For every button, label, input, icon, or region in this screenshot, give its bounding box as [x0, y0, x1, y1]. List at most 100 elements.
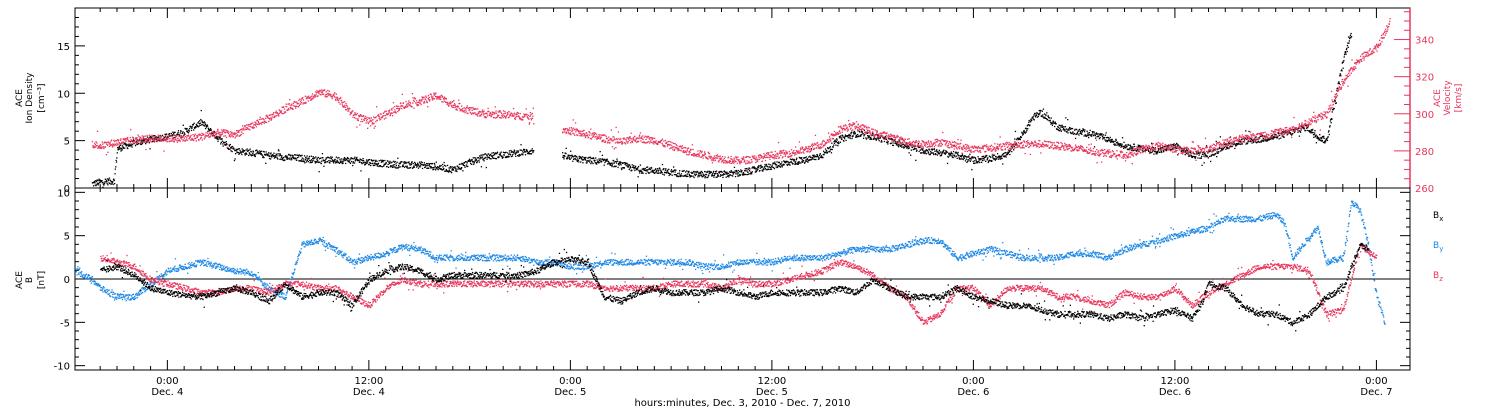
- velocity-series-point: [196, 136, 199, 139]
- velocity-series-point: [430, 93, 432, 95]
- density-series-point: [1246, 143, 1249, 145]
- density-series-point: [685, 174, 687, 176]
- velocity-series-point: [163, 150, 165, 152]
- density-series-point: [756, 167, 758, 170]
- velocity-series-point: [260, 118, 262, 120]
- density-series-point: [1341, 70, 1343, 72]
- density-series-point: [250, 155, 253, 157]
- density-series-point: [517, 151, 519, 153]
- density-series-point: [340, 161, 342, 164]
- density-series-point: [834, 139, 836, 141]
- density-series-point: [290, 155, 292, 157]
- density-series-point: [193, 127, 196, 129]
- density-series-point: [1106, 141, 1108, 143]
- density-series-point: [1026, 125, 1028, 127]
- density-series-point: [295, 154, 297, 156]
- density-series-point: [1028, 119, 1030, 122]
- density-series-point: [575, 158, 577, 161]
- density-series-point: [1138, 150, 1140, 152]
- density-series-point: [757, 166, 759, 168]
- density-series-point: [774, 163, 777, 165]
- density-series-point: [368, 163, 370, 166]
- density-series-point: [690, 171, 692, 174]
- density-series-point: [667, 172, 670, 174]
- density-series-point: [228, 144, 230, 146]
- density-series-point: [563, 154, 566, 157]
- density-series-point: [327, 156, 330, 159]
- density-series-point: [233, 148, 235, 150]
- velocity-series-point: [103, 147, 105, 150]
- density-series-point: [626, 164, 628, 166]
- density-series-point: [773, 162, 775, 165]
- velocity-series-point: [482, 112, 484, 114]
- velocity-series-point: [120, 138, 122, 140]
- density-series-point: [380, 161, 383, 163]
- density-series-point: [962, 155, 964, 157]
- density-series-point: [462, 163, 464, 166]
- velocity-series-point: [145, 138, 147, 140]
- density-series-point: [650, 171, 652, 173]
- density-series-point: [230, 147, 232, 149]
- density-series-point: [120, 147, 122, 149]
- density-series-point: [244, 153, 246, 155]
- density-series-point: [504, 152, 506, 154]
- density-series-point: [629, 167, 631, 169]
- density-series-point: [733, 172, 735, 174]
- velocity-series-point: [401, 107, 403, 110]
- density-series-point: [446, 169, 448, 172]
- density-series-point: [843, 136, 845, 138]
- density-series-point: [420, 163, 422, 166]
- density-series-point: [178, 134, 181, 136]
- density-series-point: [718, 171, 720, 173]
- density-series-point: [574, 155, 577, 157]
- density-series-point: [1101, 133, 1103, 135]
- density-series-point: [1115, 142, 1118, 144]
- density-series-point: [205, 127, 207, 130]
- density-series-point: [396, 161, 398, 163]
- density-series-point: [783, 160, 785, 162]
- density-series-point: [202, 122, 205, 124]
- velocity-series-point: [335, 93, 337, 95]
- density-series-point: [623, 162, 625, 164]
- density-series-point: [690, 175, 693, 177]
- density-series-point: [1121, 137, 1124, 139]
- density-series-point: [1081, 133, 1083, 135]
- velocity-series-point: [330, 94, 332, 96]
- density-series-point: [528, 151, 530, 154]
- density-series-point: [704, 175, 706, 178]
- density-series-point: [1070, 127, 1073, 130]
- velocity-series-point: [426, 100, 428, 102]
- velocity-series-point: [512, 107, 515, 110]
- velocity-series-point: [346, 104, 348, 106]
- density-series-point: [517, 155, 519, 157]
- density-series-point: [1327, 136, 1329, 138]
- density-series-point: [268, 157, 271, 160]
- density-series-point: [127, 144, 129, 146]
- density-series-point: [480, 156, 482, 158]
- velocity-series-point: [384, 114, 387, 117]
- density-series-point: [719, 170, 721, 173]
- density-series-point: [220, 143, 222, 145]
- density-series-point: [574, 157, 576, 160]
- density-series-point: [957, 153, 959, 155]
- density-series-point: [1049, 121, 1052, 123]
- density-series-point: [702, 176, 704, 178]
- density-series-point: [1035, 114, 1037, 116]
- density-series-point: [1057, 129, 1059, 131]
- density-series-point: [974, 157, 976, 159]
- density-series-point: [826, 152, 828, 154]
- density-series-point: [272, 154, 274, 156]
- density-series-point: [1098, 133, 1100, 135]
- velocity-series-point: [120, 139, 122, 141]
- density-series-point: [809, 158, 811, 161]
- velocity-series-point: [117, 143, 119, 145]
- density-series-point: [290, 157, 293, 159]
- velocity-series-point: [299, 101, 302, 103]
- density-series-point: [881, 141, 883, 143]
- density-series-point: [465, 161, 467, 163]
- density-series-point: [303, 155, 306, 157]
- density-series-point: [329, 162, 331, 164]
- density-series-point: [601, 158, 603, 160]
- density-series-point: [151, 141, 153, 143]
